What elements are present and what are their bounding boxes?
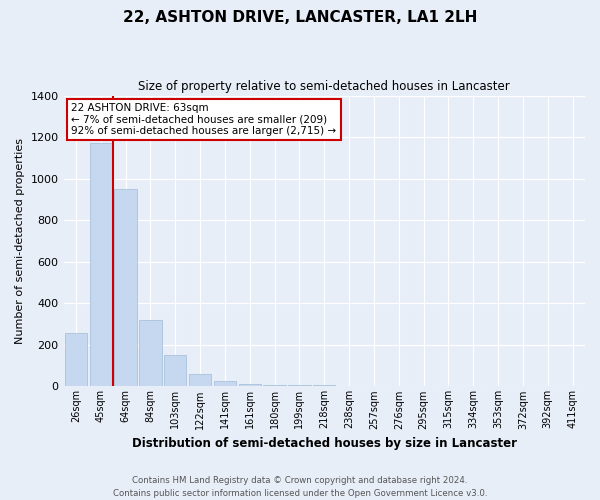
Bar — [189, 374, 211, 386]
Bar — [263, 385, 286, 386]
Text: 22 ASHTON DRIVE: 63sqm
← 7% of semi-detached houses are smaller (209)
92% of sem: 22 ASHTON DRIVE: 63sqm ← 7% of semi-deta… — [71, 103, 337, 136]
Bar — [239, 384, 261, 386]
Bar — [139, 320, 161, 386]
Bar — [115, 189, 137, 386]
Bar — [65, 334, 87, 386]
Text: 22, ASHTON DRIVE, LANCASTER, LA1 2LH: 22, ASHTON DRIVE, LANCASTER, LA1 2LH — [123, 10, 477, 25]
Y-axis label: Number of semi-detached properties: Number of semi-detached properties — [15, 138, 25, 344]
Title: Size of property relative to semi-detached houses in Lancaster: Size of property relative to semi-detach… — [139, 80, 510, 93]
Bar — [89, 144, 112, 386]
Text: Contains HM Land Registry data © Crown copyright and database right 2024.
Contai: Contains HM Land Registry data © Crown c… — [113, 476, 487, 498]
Bar — [214, 381, 236, 386]
Bar — [164, 355, 187, 386]
X-axis label: Distribution of semi-detached houses by size in Lancaster: Distribution of semi-detached houses by … — [132, 437, 517, 450]
